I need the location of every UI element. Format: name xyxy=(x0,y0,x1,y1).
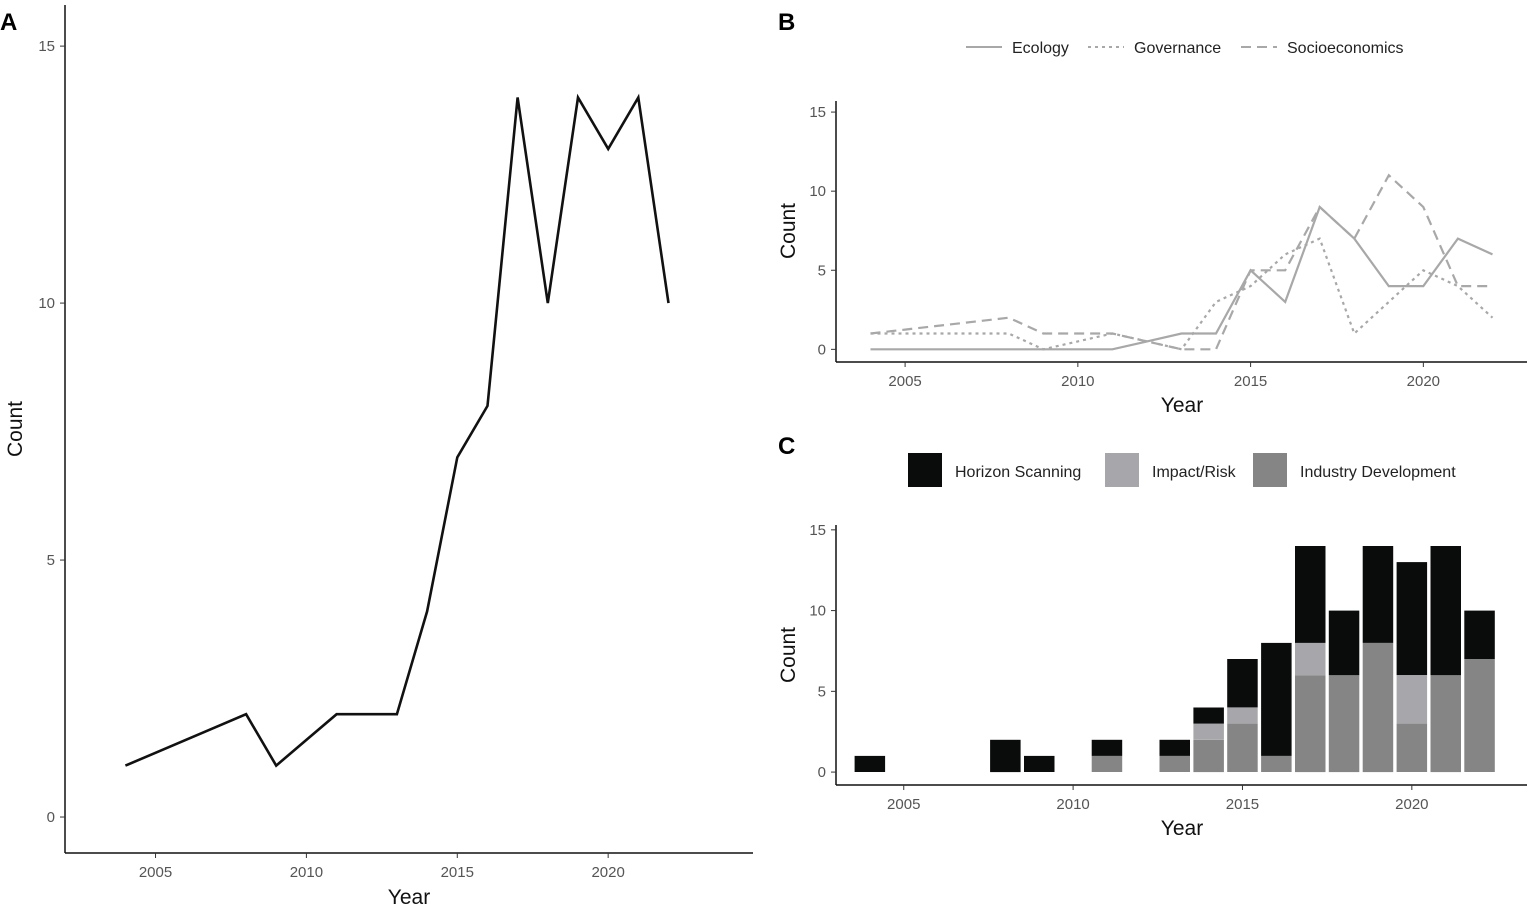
panel-letter-c: C xyxy=(778,433,795,460)
panel-b-y-tick-label-5: 5 xyxy=(818,262,826,279)
panel-b-line-chart: Year Count Ecology Governance Socioecono… xyxy=(777,40,1527,417)
panel-c-bar-2015-industry-development xyxy=(1227,723,1258,772)
panel-c-bar-2013-horizon-scanning xyxy=(1159,739,1190,756)
panel-b-series-line-ecology xyxy=(870,205,1493,351)
panel-a-y-tick-label-0: 0 xyxy=(47,809,55,826)
panel-b-x-tick-label-2010: 2010 xyxy=(1061,373,1094,390)
panel-c-y-tick-label-10: 10 xyxy=(809,603,826,620)
panel-c-bar-2017-horizon-scanning xyxy=(1295,546,1326,643)
panel-c-bar-2017-industry-development xyxy=(1295,675,1326,773)
panel-a-y-tick-label-15: 15 xyxy=(38,38,55,55)
panel-a-x-tick-label-2010: 2010 xyxy=(290,864,323,881)
panel-c-bar-2020-horizon-scanning xyxy=(1396,562,1428,676)
panel-c-y-tick-label-15: 15 xyxy=(809,522,826,539)
panel-c-bar-2013-industry-development xyxy=(1159,755,1190,772)
panel-c-bar-2016-industry-development xyxy=(1261,755,1292,772)
panel-b-y-tick-label-10: 10 xyxy=(809,183,826,200)
legend-label-socioeconomics: Socioeconomics xyxy=(1287,40,1404,57)
panel-c-bar-2019-horizon-scanning xyxy=(1362,546,1394,643)
panel-b-y-tick-label-0: 0 xyxy=(818,341,826,358)
panel-c-bar-2015-horizon-scanning xyxy=(1227,659,1258,708)
panel-a-x-axis-title: Year xyxy=(388,886,430,909)
panel-c-bar-2011-horizon-scanning xyxy=(1091,739,1123,756)
panel-c-bar-2016-horizon-scanning xyxy=(1261,642,1292,756)
panel-c-x-tick-label-2010: 2010 xyxy=(1056,796,1089,813)
panel-a-x-tick-label-2020: 2020 xyxy=(591,864,624,881)
panel-a-series-line-count xyxy=(124,93,670,768)
panel-c-bar-2018-horizon-scanning xyxy=(1328,610,1360,676)
panel-b-x-tick-label-2015: 2015 xyxy=(1234,373,1267,390)
legend-label-impact-risk: Impact/Risk xyxy=(1152,464,1237,481)
panel-c-bar-2014-impact-risk xyxy=(1193,723,1224,740)
panel-c-bar-2018-industry-development xyxy=(1328,675,1360,773)
legend-label-ecology: Ecology xyxy=(1012,40,1069,57)
panel-c-y-tick-label-0: 0 xyxy=(818,764,826,781)
panel-c-bar-2021-industry-development xyxy=(1430,675,1461,773)
panel-b-x-tick-label-2020: 2020 xyxy=(1407,373,1440,390)
panel-a-y-tick-label-5: 5 xyxy=(47,552,55,569)
panel-letter-a: A xyxy=(0,9,17,36)
panel-letter-b: B xyxy=(778,9,795,36)
panel-c-bar-2014-horizon-scanning xyxy=(1193,707,1224,724)
panel-a-line-chart: Year Count 2005 2010 2015 2020 0 5 10 15 xyxy=(4,5,753,909)
legend-key-horizon-scanning xyxy=(908,453,942,487)
panel-c-legend: Horizon Scanning Impact/Risk Industry De… xyxy=(908,453,1456,487)
legend-key-industry-development xyxy=(1253,453,1287,487)
panel-b-x-axis-title: Year xyxy=(1161,394,1203,417)
panel-c-bar-2008-horizon-scanning xyxy=(990,739,1021,773)
panel-b-x-tick-label-2005: 2005 xyxy=(888,373,921,390)
panel-a-x-tick-label-2005: 2005 xyxy=(139,864,172,881)
panel-c-x-axis-title: Year xyxy=(1161,817,1203,840)
panel-c-y-axis-title: Count xyxy=(777,627,800,683)
legend-label-governance: Governance xyxy=(1134,40,1221,57)
panel-c-bar-2022-horizon-scanning xyxy=(1464,610,1495,659)
panel-c-x-tick-label-2005: 2005 xyxy=(887,796,920,813)
panel-b-series-line-socioeconomics xyxy=(870,173,1493,351)
panel-c-bar-2011-industry-development xyxy=(1091,755,1123,772)
legend-label-horizon-scanning: Horizon Scanning xyxy=(955,464,1081,481)
panel-c-bar-2020-industry-development xyxy=(1396,723,1428,772)
panel-c-bar-2015-impact-risk xyxy=(1227,707,1258,724)
legend-label-industry-development: Industry Development xyxy=(1300,464,1456,481)
panel-b-y-tick-label-15: 15 xyxy=(809,104,826,121)
panel-c-x-tick-label-2015: 2015 xyxy=(1226,796,1259,813)
panel-c-bar-2021-horizon-scanning xyxy=(1430,546,1461,676)
panel-a-y-tick-label-10: 10 xyxy=(38,295,55,312)
panel-c-bar-2019-industry-development xyxy=(1362,642,1394,773)
panel-c-x-tick-label-2020: 2020 xyxy=(1395,796,1428,813)
panel-c-bar-2017-impact-risk xyxy=(1295,642,1326,676)
panel-c-stacked-bar-chart: Year Count Horizon Scanning Impact/Risk … xyxy=(777,453,1527,840)
panel-b-legend: Ecology Governance Socioeconomics xyxy=(966,40,1404,57)
panel-a-y-axis-title: Count xyxy=(4,401,27,457)
panel-c-bar-2004-horizon-scanning xyxy=(854,755,886,772)
panel-a-x-tick-label-2015: 2015 xyxy=(441,864,474,881)
panel-c-bar-2020-impact-risk xyxy=(1396,675,1428,724)
panel-b-y-axis-title: Count xyxy=(777,203,800,259)
panel-c-bar-2022-industry-development xyxy=(1464,659,1495,772)
legend-key-impact-risk xyxy=(1105,453,1139,487)
panel-c-bar-2014-industry-development xyxy=(1193,739,1224,773)
panel-c-y-tick-label-5: 5 xyxy=(818,683,826,700)
panel-c-bar-2009-horizon-scanning xyxy=(1024,755,1055,772)
